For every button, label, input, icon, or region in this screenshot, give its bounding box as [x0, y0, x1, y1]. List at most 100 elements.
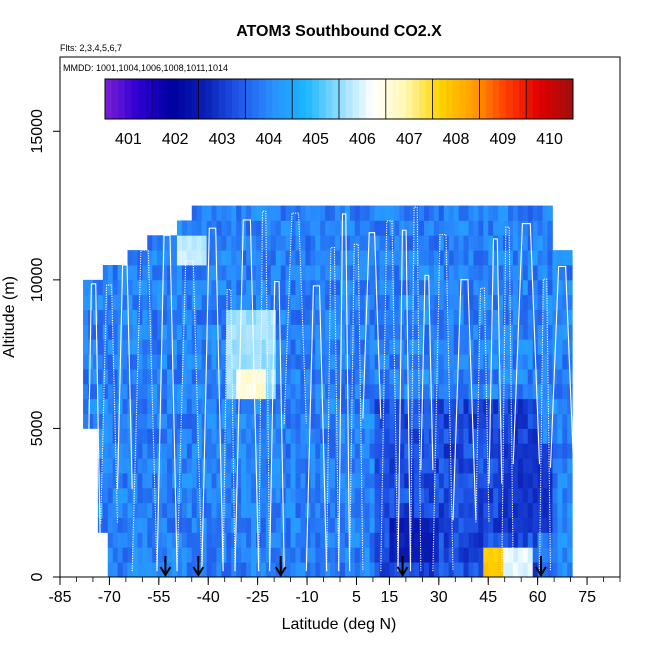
curtain-cell [142, 398, 148, 414]
curtain-cell [340, 205, 346, 221]
curtain-cell [142, 294, 148, 310]
curtain-cell [463, 413, 469, 429]
curtain-cell [246, 547, 252, 563]
curtain-cell [117, 428, 123, 444]
curtain-cell [132, 354, 138, 370]
curtain-cell [275, 309, 282, 325]
curtain-cell [295, 443, 301, 459]
curtain-cell [152, 562, 158, 578]
curtain-cell [448, 265, 455, 281]
curtain-cell [300, 205, 306, 221]
colorbar-swatch [298, 79, 307, 119]
curtain-cell [483, 279, 489, 296]
curtain-cell [448, 324, 455, 340]
curtain-cell [231, 235, 237, 251]
curtain-cell [285, 398, 291, 414]
curtain-cell [285, 235, 291, 251]
curtain-cell [458, 265, 464, 281]
curtain-cell [221, 294, 227, 310]
curtain-cell [196, 458, 203, 474]
curtain-cell [295, 413, 301, 429]
curtain-cell [349, 265, 356, 281]
curtain-cell [315, 562, 321, 578]
curtain-cell [127, 369, 133, 385]
curtain-cell [547, 324, 553, 340]
curtain-cell [517, 294, 524, 310]
curtain-cell [354, 324, 361, 340]
curtain-cell [256, 250, 262, 266]
curtain-cell [354, 220, 361, 236]
curtain-cell [433, 458, 440, 474]
curtain-cell [547, 369, 553, 385]
curtain-cell [364, 220, 371, 236]
curtain-cell [246, 517, 252, 533]
curtain-cell [256, 309, 262, 325]
curtain-cell [537, 279, 543, 296]
curtain-cell [562, 428, 568, 444]
curtain-cell [196, 250, 203, 266]
curtain-cell [265, 487, 272, 504]
curtain-cell [433, 487, 440, 504]
curtain-cell [157, 369, 163, 385]
curtain-cell [132, 324, 138, 340]
curtain-cell [305, 428, 311, 444]
curtain-cell [517, 517, 524, 533]
curtain-cell [414, 294, 420, 310]
curtain-cell [458, 487, 464, 504]
curtain-cell [107, 413, 114, 429]
curtain-cell [88, 369, 94, 385]
curtain-cell [211, 235, 217, 251]
curtain-cell [532, 473, 539, 489]
curtain-cell [226, 369, 232, 385]
curtain-cell [231, 339, 237, 355]
curtain-cell [458, 547, 464, 563]
curtain-cell [488, 279, 494, 296]
curtain-cell [196, 413, 203, 429]
curtain-cell [137, 324, 143, 340]
curtain-cell [399, 309, 405, 325]
curtain-cell [330, 458, 336, 474]
curtain-cell [201, 279, 207, 296]
curtain-cell [547, 428, 553, 444]
curtain-cell [300, 547, 306, 563]
curtain-cell [167, 324, 173, 340]
curtain-cell [508, 205, 514, 221]
curtain-cell [315, 473, 321, 489]
curtain-cell [117, 413, 123, 429]
curtain-cell [379, 265, 385, 281]
curtain-cell [349, 235, 356, 251]
curtain-cell [260, 354, 267, 370]
curtain-cell [537, 398, 543, 414]
curtain-cell [246, 413, 252, 429]
curtain-cell [359, 265, 366, 281]
curtain-cell [567, 398, 573, 414]
curtain-cell [419, 250, 425, 266]
curtain-cell [463, 398, 469, 414]
curtain-cell [532, 487, 539, 504]
curtain-cell [325, 220, 331, 236]
curtain-cell [295, 458, 301, 474]
curtain-cell [453, 562, 459, 578]
curtain-cell [325, 339, 331, 355]
curtain-cell [300, 398, 306, 414]
curtain-cell [290, 324, 296, 340]
curtain-cell [374, 547, 380, 563]
curtain-cell [552, 324, 558, 340]
curtain-cell [547, 413, 553, 429]
curtain-cell [167, 458, 173, 474]
curtain-cell [256, 458, 262, 474]
curtain-cell [315, 324, 321, 340]
colorbar-swatch [131, 79, 139, 119]
curtain-cell [493, 220, 499, 236]
curtain-cell [349, 294, 356, 310]
curtain-cell [206, 398, 212, 414]
curtain-cell [517, 309, 524, 325]
curtain-cell [438, 279, 445, 296]
curtain-cell [468, 458, 474, 474]
curtain-cell [285, 517, 291, 533]
curtain-cell [335, 532, 341, 548]
curtain-cell [241, 428, 247, 444]
curtain-cell [409, 458, 415, 474]
curtain-cell [83, 383, 89, 400]
